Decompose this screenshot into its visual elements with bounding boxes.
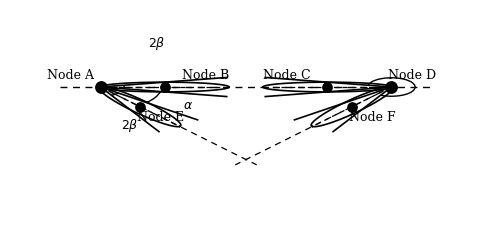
Text: Node C: Node C [263,69,311,82]
Text: Node E: Node E [137,111,184,124]
Point [348,105,356,109]
Point [97,85,105,89]
Point [324,85,331,89]
Point [387,85,395,89]
Text: Node D: Node D [388,69,436,82]
Text: Node A: Node A [47,69,94,82]
Text: $2\beta$: $2\beta$ [148,35,165,52]
Text: Node B: Node B [182,69,229,82]
Text: $2\beta$: $2\beta$ [120,117,138,134]
Point [161,85,168,89]
Point [136,105,144,109]
Text: $\alpha$: $\alpha$ [183,99,193,112]
Text: Node F: Node F [349,111,396,124]
